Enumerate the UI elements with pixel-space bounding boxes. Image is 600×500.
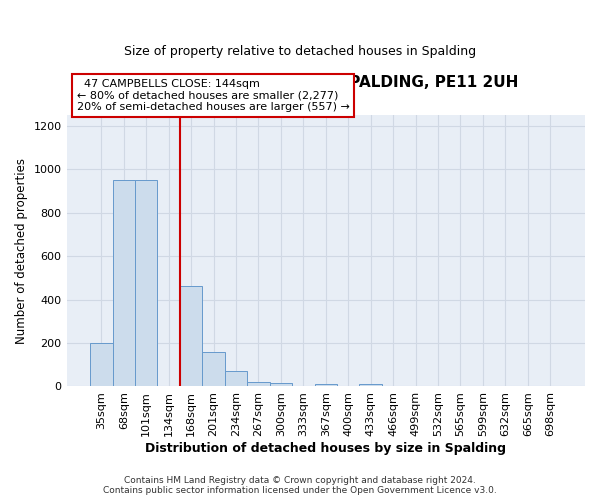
Y-axis label: Number of detached properties: Number of detached properties: [15, 158, 28, 344]
Text: Contains HM Land Registry data © Crown copyright and database right 2024.
Contai: Contains HM Land Registry data © Crown c…: [103, 476, 497, 495]
Title: 47, CAMPBELLS CLOSE, SPALDING, PE11 2UH: 47, CAMPBELLS CLOSE, SPALDING, PE11 2UH: [134, 75, 518, 90]
Bar: [202, 352, 225, 386]
Bar: [225, 371, 247, 386]
Text: 47 CAMPBELLS CLOSE: 144sqm
← 80% of detached houses are smaller (2,277)
20% of s: 47 CAMPBELLS CLOSE: 144sqm ← 80% of deta…: [77, 79, 350, 112]
Bar: [247, 382, 269, 386]
Text: Size of property relative to detached houses in Spalding: Size of property relative to detached ho…: [124, 45, 476, 58]
Bar: [314, 384, 337, 386]
Bar: [135, 180, 157, 386]
Bar: [113, 180, 135, 386]
X-axis label: Distribution of detached houses by size in Spalding: Distribution of detached houses by size …: [145, 442, 506, 455]
Bar: [180, 286, 202, 386]
Bar: [90, 343, 113, 386]
Bar: [359, 384, 382, 386]
Bar: [269, 383, 292, 386]
